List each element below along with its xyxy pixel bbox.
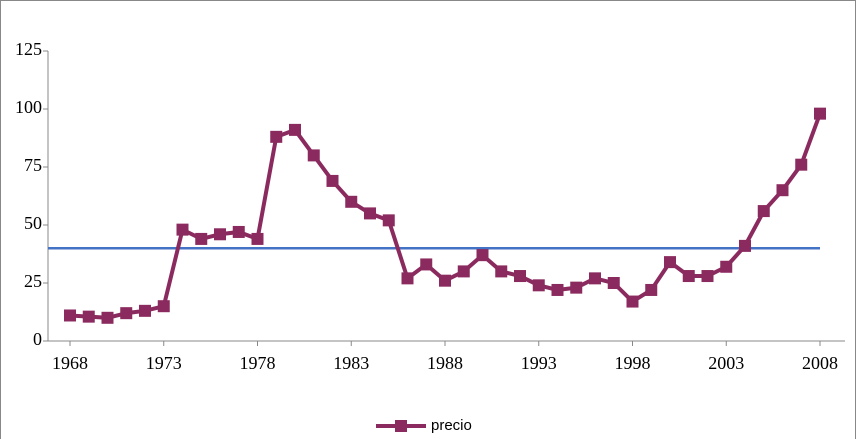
- marker: [739, 239, 751, 252]
- marker: [757, 205, 770, 218]
- marker: [776, 184, 789, 197]
- marker: [607, 277, 620, 289]
- legend-label: precio: [431, 417, 472, 434]
- marker: [101, 311, 114, 324]
- marker: [270, 130, 283, 143]
- marker: [214, 228, 226, 241]
- marker: [82, 310, 95, 323]
- marker: [814, 107, 826, 120]
- marker: [64, 309, 76, 322]
- marker: [139, 304, 151, 317]
- marker: [195, 232, 208, 245]
- marker: [664, 256, 676, 269]
- marker: [551, 283, 564, 296]
- marker: [157, 300, 170, 313]
- marker: [701, 270, 714, 283]
- marker: [307, 149, 320, 162]
- y-tick-label: 100: [15, 97, 42, 117]
- x-tick-label: 1988: [427, 353, 463, 373]
- x-tick-label: 2003: [708, 353, 744, 373]
- y-tick-label: 25: [24, 271, 42, 291]
- x-tick-label: 1993: [521, 353, 557, 373]
- x-tick-label: 1983: [333, 353, 369, 373]
- marker: [364, 207, 376, 220]
- y-tick-label: 125: [15, 39, 42, 59]
- marker: [476, 249, 489, 262]
- legend-marker: [395, 420, 407, 432]
- line: [69, 112, 822, 320]
- marker: [232, 225, 245, 238]
- marker: [289, 123, 301, 136]
- marker: [326, 174, 339, 187]
- y-tick-label: 0: [33, 329, 42, 349]
- marker: [439, 274, 451, 287]
- y-tick-label: 50: [24, 213, 42, 233]
- marker: [120, 307, 133, 320]
- marker: [457, 265, 470, 278]
- marker: [514, 270, 526, 283]
- marker: [626, 295, 639, 308]
- marker: [251, 232, 264, 245]
- y-tick-label: 75: [24, 155, 42, 175]
- marker: [401, 272, 414, 285]
- marker: [345, 195, 358, 208]
- x-tick-label: 1973: [146, 353, 182, 373]
- x-tick-label: 1978: [240, 353, 276, 373]
- x-tick-label: 1998: [615, 353, 651, 373]
- x-tick-label: 1968: [52, 353, 88, 373]
- marker: [495, 265, 508, 278]
- marker: [570, 281, 583, 294]
- marker: [795, 158, 808, 171]
- marker: [682, 270, 695, 283]
- marker: [720, 260, 733, 273]
- marker: [589, 272, 601, 285]
- marker: [382, 214, 395, 227]
- marker: [532, 279, 545, 292]
- marker: [420, 258, 433, 271]
- x-tick-label: 2008: [802, 353, 838, 373]
- marker: [176, 223, 189, 236]
- marker: [645, 283, 658, 296]
